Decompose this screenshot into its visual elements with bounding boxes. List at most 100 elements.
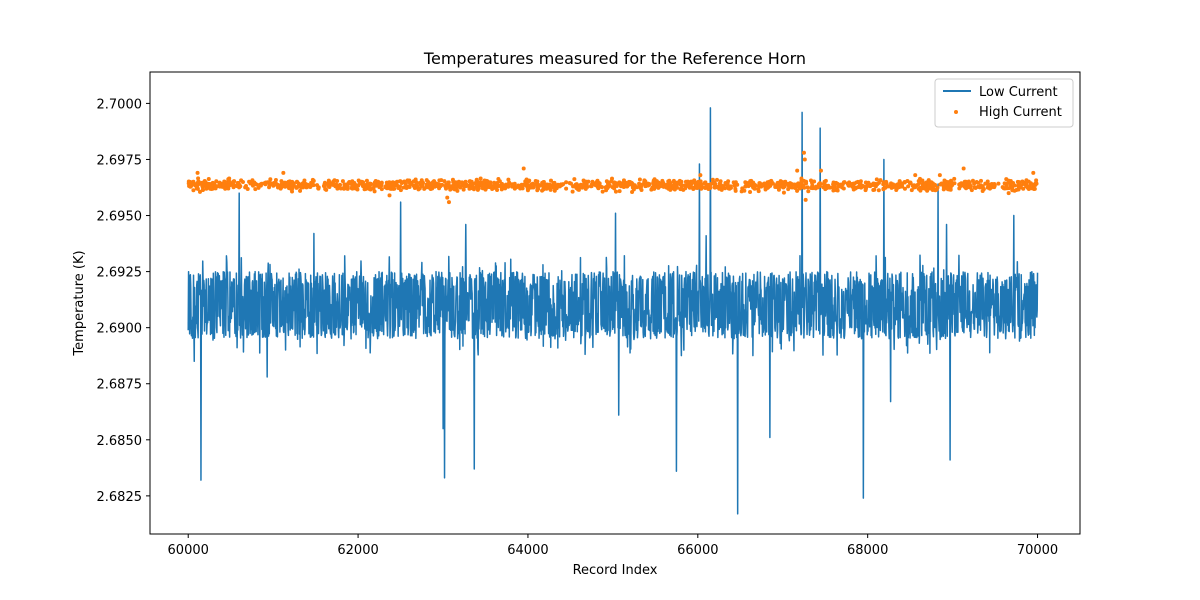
high-current-point xyxy=(299,185,304,190)
high-current-point xyxy=(842,180,847,185)
high-current-point xyxy=(411,183,416,188)
x-tick-label: 64000 xyxy=(507,543,548,558)
high-current-point xyxy=(631,184,636,189)
high-current-point xyxy=(437,178,442,183)
y-tick-label: 2.6850 xyxy=(97,434,143,449)
high-current-point xyxy=(707,184,712,189)
high-current-point xyxy=(985,185,990,190)
high-current-point xyxy=(942,178,947,183)
high-current-point xyxy=(424,178,429,183)
high-current-outlier-point xyxy=(446,200,451,205)
high-current-point xyxy=(415,181,420,186)
high-current-point xyxy=(540,180,545,185)
high-current-point xyxy=(572,177,577,182)
high-current-point xyxy=(831,188,836,193)
high-current-point xyxy=(206,176,211,181)
high-current-point xyxy=(930,187,935,192)
high-current-point xyxy=(1011,180,1016,185)
high-current-point xyxy=(609,179,614,184)
high-current-point xyxy=(790,185,795,190)
high-current-point xyxy=(558,183,563,188)
high-current-point xyxy=(250,183,255,188)
high-current-point xyxy=(510,183,515,188)
high-current-point xyxy=(958,182,963,187)
high-current-point xyxy=(403,181,408,186)
high-current-point xyxy=(1018,184,1023,189)
high-current-outlier-point xyxy=(802,157,807,162)
series-low-current-line xyxy=(187,107,1039,515)
high-current-point xyxy=(624,181,629,186)
high-current-point xyxy=(752,183,757,188)
high-current-point xyxy=(190,182,195,187)
high-current-point xyxy=(902,186,907,191)
high-current-outlier-point xyxy=(387,193,392,198)
high-current-point xyxy=(478,176,483,181)
high-current-point xyxy=(383,184,388,189)
high-current-point xyxy=(268,177,273,182)
high-current-point xyxy=(574,182,579,187)
plot-frame xyxy=(149,71,1081,535)
high-current-point xyxy=(322,180,327,185)
high-current-outlier-point xyxy=(521,166,526,171)
high-current-point xyxy=(432,184,437,189)
high-current-point xyxy=(247,179,252,184)
high-current-point xyxy=(1004,185,1009,190)
high-current-point xyxy=(851,184,856,189)
legend-marker-swatch xyxy=(954,110,958,114)
high-current-point xyxy=(795,188,800,193)
high-current-point xyxy=(931,183,936,188)
high-current-point xyxy=(290,179,295,184)
high-current-point xyxy=(446,180,451,185)
high-current-point xyxy=(589,182,594,187)
legend-label-high-current: High Current xyxy=(979,105,1062,120)
high-current-point xyxy=(302,184,307,189)
high-current-point xyxy=(980,188,985,193)
high-current-outlier-point xyxy=(818,168,823,173)
high-current-point xyxy=(805,185,810,190)
high-current-point xyxy=(883,185,888,190)
high-current-point xyxy=(496,176,501,181)
high-current-outlier-point xyxy=(913,173,918,178)
high-current-point xyxy=(806,189,811,194)
high-current-outlier-point xyxy=(1006,191,1011,196)
high-current-point xyxy=(540,188,545,193)
legend-label-low-current: Low Current xyxy=(979,85,1058,100)
high-current-point xyxy=(715,177,719,182)
high-current-point xyxy=(832,183,837,188)
high-current-point xyxy=(760,183,765,188)
high-current-point xyxy=(992,184,997,189)
high-current-point xyxy=(1021,186,1026,191)
high-current-point xyxy=(324,187,329,192)
high-current-point xyxy=(986,182,991,187)
high-current-point xyxy=(907,180,912,185)
high-current-point xyxy=(361,180,366,185)
high-current-point xyxy=(544,186,549,191)
plot-area xyxy=(186,107,1039,515)
high-current-point xyxy=(368,181,373,186)
high-current-point xyxy=(926,184,931,189)
high-current-point xyxy=(462,184,467,189)
high-current-point xyxy=(899,182,904,187)
high-current-point xyxy=(469,186,474,191)
high-current-point xyxy=(350,184,355,189)
high-current-point xyxy=(733,180,738,185)
high-current-point xyxy=(788,181,793,186)
high-current-outlier-point xyxy=(281,170,286,175)
high-current-point xyxy=(957,186,962,191)
high-current-point xyxy=(298,188,303,193)
high-current-point xyxy=(732,183,737,188)
high-current-point xyxy=(607,184,612,189)
high-current-point xyxy=(714,185,719,190)
y-axis-label: Temperature (K) xyxy=(72,250,87,356)
high-current-point xyxy=(581,178,586,183)
high-current-point xyxy=(424,185,429,190)
high-current-point xyxy=(584,182,589,187)
high-current-point xyxy=(532,182,537,187)
y-tick-label: 2.6975 xyxy=(97,153,143,168)
high-current-point xyxy=(213,186,218,191)
high-current-point xyxy=(445,183,450,188)
high-current-point xyxy=(200,187,205,192)
high-current-point xyxy=(196,179,201,184)
high-current-point xyxy=(605,180,610,185)
